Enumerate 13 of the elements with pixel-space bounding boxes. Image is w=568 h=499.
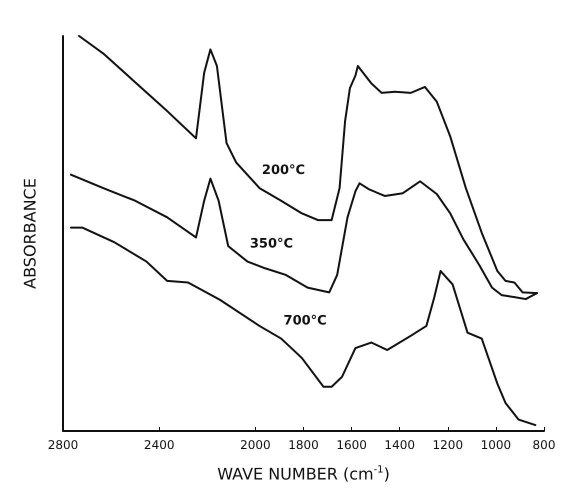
x-tick-label: 1600 xyxy=(336,438,367,452)
x-tick-label: 2400 xyxy=(144,438,174,452)
x-tick-label: 1800 xyxy=(288,438,319,452)
x-tick-label: 2000 xyxy=(240,438,271,452)
x-tick-label: 1200 xyxy=(432,438,464,452)
series-label: 700°C xyxy=(284,314,327,329)
x-tick-label: 1000 xyxy=(480,438,512,452)
y-axis-title: ABSORBANCE xyxy=(20,178,40,289)
series-label: 350°C xyxy=(250,236,294,252)
x-tick-label: 800 xyxy=(532,438,556,452)
series-label: 200°C xyxy=(262,163,306,178)
x-tick-label: 1400 xyxy=(384,438,415,452)
x-tick-label: 2800 xyxy=(48,438,78,452)
